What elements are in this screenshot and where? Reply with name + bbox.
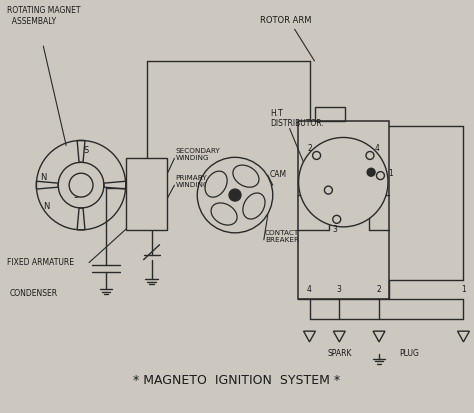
- Circle shape: [229, 189, 241, 201]
- Circle shape: [366, 152, 374, 159]
- Circle shape: [299, 138, 388, 227]
- Polygon shape: [333, 331, 345, 342]
- Text: CONTACT
BREAKER: CONTACT BREAKER: [265, 230, 299, 243]
- Circle shape: [197, 157, 273, 233]
- Polygon shape: [303, 331, 316, 342]
- Text: PLUG: PLUG: [399, 349, 419, 358]
- Text: 4: 4: [374, 144, 379, 153]
- Text: 2: 2: [307, 144, 312, 153]
- Circle shape: [69, 173, 93, 197]
- Bar: [298, 121, 389, 299]
- Bar: [126, 158, 167, 230]
- Text: PRIMARY
WINDING: PRIMARY WINDING: [175, 175, 209, 188]
- Ellipse shape: [243, 193, 265, 219]
- Text: FIXED ARMATURE: FIXED ARMATURE: [7, 258, 73, 267]
- Circle shape: [367, 168, 375, 176]
- Text: SECONDARY
WINDING: SECONDARY WINDING: [175, 148, 220, 161]
- Text: ROTOR ARM: ROTOR ARM: [260, 16, 311, 25]
- Circle shape: [376, 172, 384, 180]
- Circle shape: [333, 215, 341, 223]
- Text: 3: 3: [337, 285, 342, 294]
- Bar: [316, 107, 345, 121]
- Ellipse shape: [205, 171, 227, 197]
- Text: H.T
DISTRIBUTOR.: H.T DISTRIBUTOR.: [270, 109, 324, 128]
- Polygon shape: [457, 331, 469, 342]
- Text: ROTATING MAGNET
  ASSEMBALY: ROTATING MAGNET ASSEMBALY: [7, 6, 80, 26]
- Ellipse shape: [233, 165, 259, 187]
- Text: 3: 3: [333, 225, 337, 234]
- Text: S: S: [83, 146, 89, 155]
- Text: SPARK: SPARK: [327, 349, 352, 358]
- Text: S: S: [73, 190, 79, 199]
- Text: CONDENSER: CONDENSER: [9, 290, 58, 299]
- Text: N: N: [43, 202, 49, 211]
- Text: N: N: [40, 173, 46, 182]
- Text: 1: 1: [388, 169, 392, 178]
- Circle shape: [313, 152, 320, 159]
- Text: CAM: CAM: [270, 170, 287, 179]
- Text: 4: 4: [307, 285, 312, 294]
- Text: * MAGNETO  IGNITION  SYSTEM *: * MAGNETO IGNITION SYSTEM *: [134, 374, 340, 387]
- Text: 2: 2: [377, 285, 382, 294]
- Polygon shape: [373, 331, 385, 342]
- Text: 1: 1: [461, 285, 466, 294]
- Ellipse shape: [211, 203, 237, 225]
- Circle shape: [324, 186, 332, 194]
